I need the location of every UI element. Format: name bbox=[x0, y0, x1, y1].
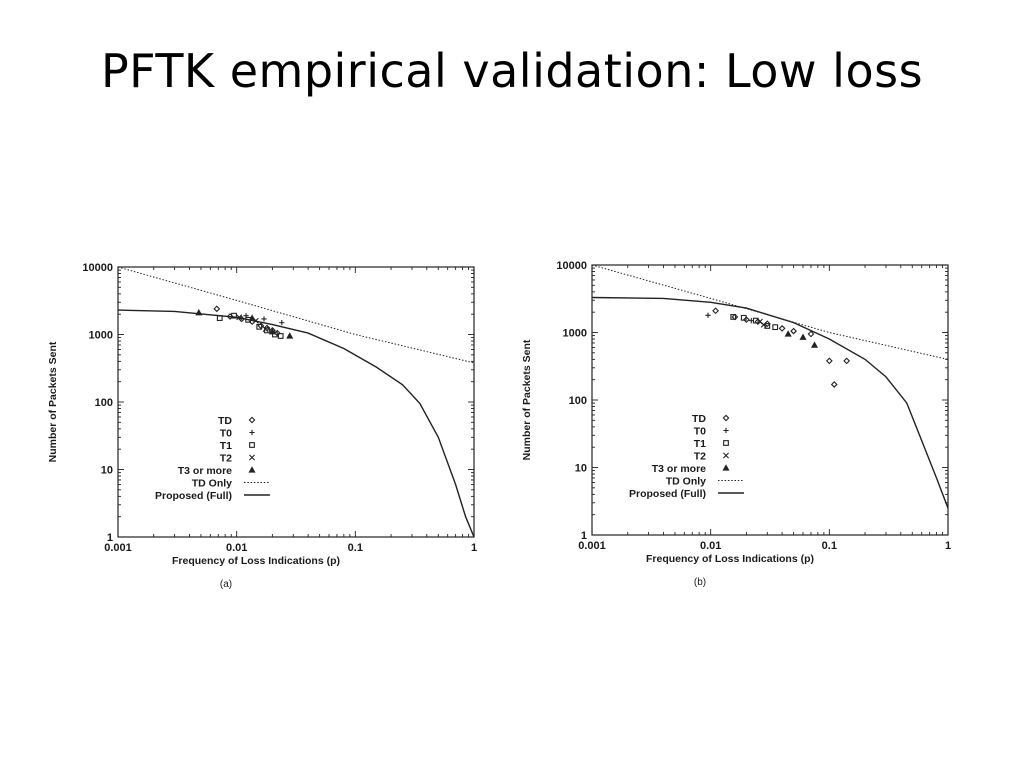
data-point bbox=[830, 381, 838, 388]
x-tick-label: 0.001 bbox=[578, 540, 606, 552]
data-point bbox=[279, 320, 285, 326]
legend-label: TD Only bbox=[666, 476, 706, 488]
slide-title: PFTK empirical validation: Low loss bbox=[100, 44, 924, 98]
x-axis-label: Frequency of Loss Indications (p) bbox=[646, 553, 814, 565]
data-point bbox=[843, 357, 851, 365]
y-tick-label: 100 bbox=[95, 397, 113, 409]
legend-marker bbox=[722, 414, 730, 422]
legend-label: TD Only bbox=[192, 478, 232, 490]
y-tick-label: 10 bbox=[575, 463, 587, 475]
legend-marker bbox=[249, 442, 255, 448]
data-point bbox=[760, 321, 767, 328]
axis-ticks bbox=[591, 265, 948, 536]
legend-label: Proposed (Full) bbox=[629, 488, 706, 500]
data-point bbox=[784, 330, 792, 337]
data-point bbox=[743, 316, 750, 324]
x-axis-label: Frequency of Loss Indications (p) bbox=[172, 555, 340, 567]
x-tick-label: 0.01 bbox=[226, 542, 247, 554]
y-axis-label: Number of Packets Sent bbox=[47, 341, 59, 462]
chart-caption: (b) bbox=[694, 577, 706, 588]
data-point bbox=[752, 317, 759, 324]
legend-label: TD bbox=[692, 413, 706, 425]
data-point bbox=[261, 316, 267, 322]
legend-label: TD bbox=[218, 415, 232, 427]
data-point bbox=[712, 307, 719, 315]
series-line-proposed-full- bbox=[118, 309, 474, 537]
data-point bbox=[257, 322, 265, 330]
x-tick-label: 1 bbox=[945, 540, 951, 552]
x-tick-label: 0.1 bbox=[822, 540, 837, 552]
data-point bbox=[807, 330, 815, 338]
series-line-td-only bbox=[592, 265, 948, 360]
legend-marker bbox=[723, 452, 729, 459]
data-point bbox=[272, 331, 278, 338]
series-td bbox=[213, 305, 281, 337]
chart-a: 0.001 0.01 0.1 1 1 10 100 1000 10000 Frequency of… bbox=[47, 262, 477, 590]
y-tick-label: 1 bbox=[581, 530, 587, 542]
legend-marker bbox=[248, 416, 256, 424]
x-tick-label: 0.001 bbox=[104, 542, 132, 554]
data-point bbox=[262, 326, 269, 333]
data-point bbox=[825, 357, 833, 365]
legend-marker bbox=[248, 466, 256, 473]
legend-marker bbox=[249, 454, 255, 461]
data-point bbox=[268, 327, 276, 335]
series-td bbox=[712, 307, 851, 388]
legend-label: T1 bbox=[220, 440, 232, 452]
legend-label: T0 bbox=[220, 428, 232, 440]
data-point bbox=[730, 314, 737, 320]
legend-label: T3 or more bbox=[178, 465, 232, 477]
data-point bbox=[790, 327, 797, 335]
data-point bbox=[810, 341, 819, 348]
y-tick-label: 10 bbox=[101, 465, 113, 477]
data-point bbox=[213, 305, 221, 313]
data-point bbox=[778, 325, 786, 332]
series-t3-or-more bbox=[784, 330, 819, 348]
y-tick-label: 1000 bbox=[563, 328, 587, 340]
y-axis-label: Number of Packets Sent bbox=[521, 339, 533, 460]
y-tick-label: 10000 bbox=[82, 262, 113, 274]
x-tick-label: 0.01 bbox=[700, 540, 721, 552]
legend-marker bbox=[722, 464, 730, 471]
data-point bbox=[231, 312, 237, 319]
legend-marker bbox=[723, 427, 729, 434]
legend-label: T2 bbox=[694, 451, 706, 463]
legend-label: T1 bbox=[694, 438, 706, 450]
x-tick-label: 0.1 bbox=[348, 542, 363, 554]
y-tick-label: 100 bbox=[569, 395, 587, 407]
data-point bbox=[256, 323, 263, 330]
series-t2 bbox=[756, 318, 767, 328]
chart-b: 0.001 0.01 0.1 1 1 10 100 1000 10000 Frequency of… bbox=[521, 260, 951, 588]
axis-ticks bbox=[117, 267, 474, 538]
y-tick-label: 10000 bbox=[556, 260, 587, 272]
legend-marker bbox=[249, 429, 255, 436]
series-line-proposed-full- bbox=[592, 296, 948, 509]
series-line-td-only bbox=[118, 267, 474, 364]
legend-marker bbox=[723, 440, 729, 446]
data-point bbox=[740, 314, 747, 321]
data-point bbox=[277, 333, 284, 339]
data-point bbox=[286, 332, 294, 339]
legend-label: T3 or more bbox=[652, 463, 706, 475]
y-tick-label: 1000 bbox=[89, 330, 113, 342]
data-point bbox=[705, 312, 711, 318]
x-tick-label: 1 bbox=[471, 542, 477, 554]
data-point bbox=[772, 324, 779, 331]
legend-label: T0 bbox=[694, 426, 706, 438]
data-point bbox=[799, 333, 807, 340]
legend-label: Proposed (Full) bbox=[155, 490, 232, 502]
legend-label: T2 bbox=[220, 453, 232, 465]
y-tick-label: 1 bbox=[107, 532, 113, 544]
chart-caption: (a) bbox=[220, 579, 232, 590]
